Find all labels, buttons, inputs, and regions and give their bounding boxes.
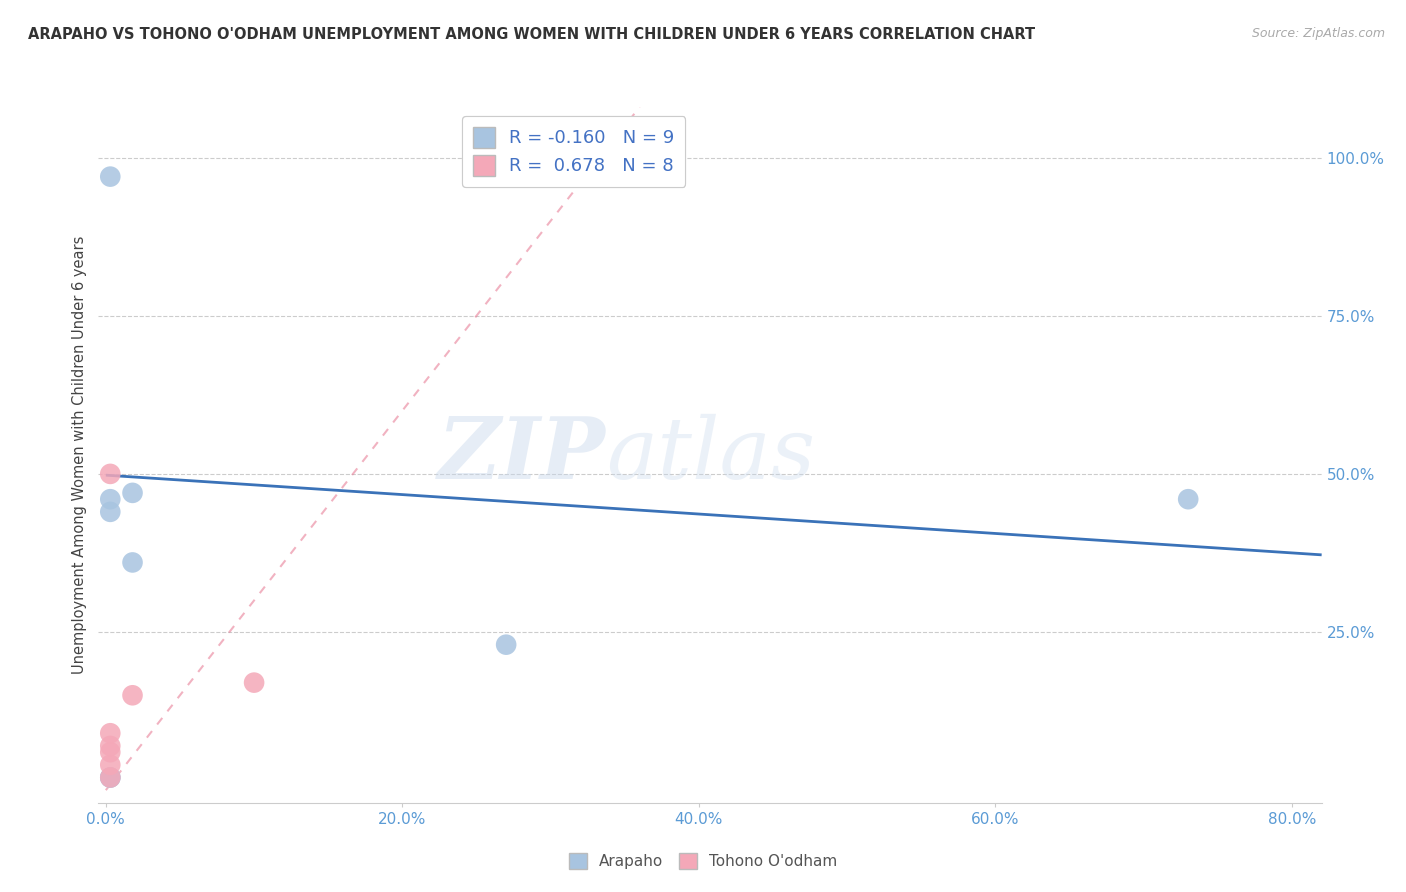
Point xyxy=(98,771,121,785)
Text: atlas: atlas xyxy=(606,414,815,496)
Legend: Arapaho, Tohono O'odham: Arapaho, Tohono O'odham xyxy=(562,847,844,875)
Text: ZIP: ZIP xyxy=(439,413,606,497)
Point xyxy=(98,739,121,753)
Point xyxy=(121,556,143,570)
Point xyxy=(121,688,143,702)
Point xyxy=(98,771,121,785)
Point xyxy=(98,492,121,507)
Point xyxy=(98,467,121,481)
Point xyxy=(98,757,121,772)
Point xyxy=(1177,492,1199,507)
Point xyxy=(98,169,121,184)
Point xyxy=(495,638,517,652)
Y-axis label: Unemployment Among Women with Children Under 6 years: Unemployment Among Women with Children U… xyxy=(72,235,87,674)
Point xyxy=(98,726,121,740)
Legend: R = -0.160   N = 9, R =  0.678   N = 8: R = -0.160 N = 9, R = 0.678 N = 8 xyxy=(463,116,685,186)
Text: Source: ZipAtlas.com: Source: ZipAtlas.com xyxy=(1251,27,1385,40)
Point xyxy=(243,675,266,690)
Point xyxy=(98,771,121,785)
Point xyxy=(98,505,121,519)
Point xyxy=(98,745,121,759)
Text: ARAPAHO VS TOHONO O'ODHAM UNEMPLOYMENT AMONG WOMEN WITH CHILDREN UNDER 6 YEARS C: ARAPAHO VS TOHONO O'ODHAM UNEMPLOYMENT A… xyxy=(28,27,1035,42)
Point xyxy=(121,486,143,500)
